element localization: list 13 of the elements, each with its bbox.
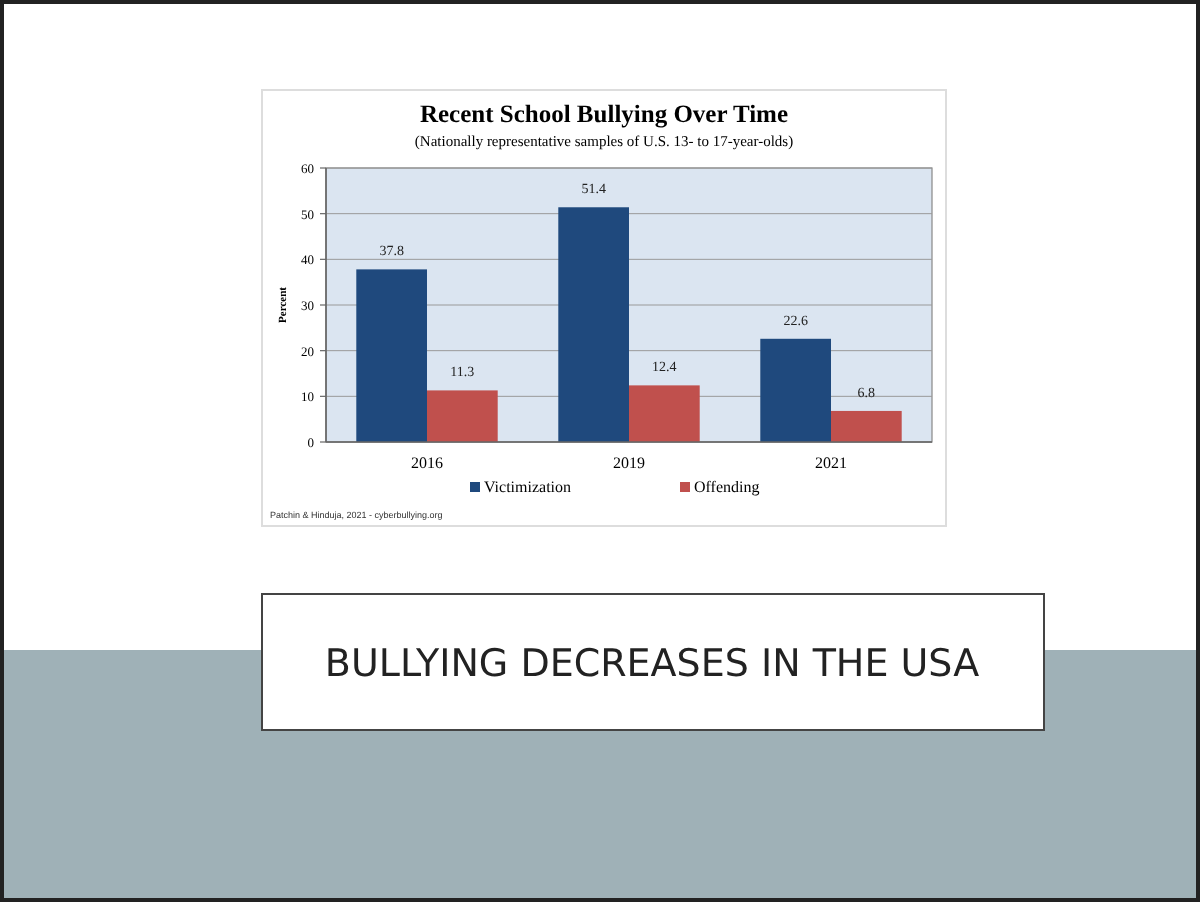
legend-label: Victimization bbox=[484, 478, 572, 496]
bar bbox=[629, 385, 700, 442]
x-tick-label: 2021 bbox=[815, 454, 847, 472]
x-tick-label: 2019 bbox=[613, 454, 645, 472]
bar bbox=[760, 338, 831, 442]
text: BULLYING DECREASES IN THE USA bbox=[324, 642, 980, 686]
bar bbox=[558, 207, 629, 442]
chart-title: Recent School Bullying Over Time bbox=[419, 100, 789, 128]
bar bbox=[831, 410, 902, 442]
bar bbox=[356, 269, 427, 442]
bar bbox=[427, 390, 498, 442]
legend-label: Offending bbox=[694, 478, 760, 496]
x-tick-label: 2016 bbox=[411, 454, 443, 472]
